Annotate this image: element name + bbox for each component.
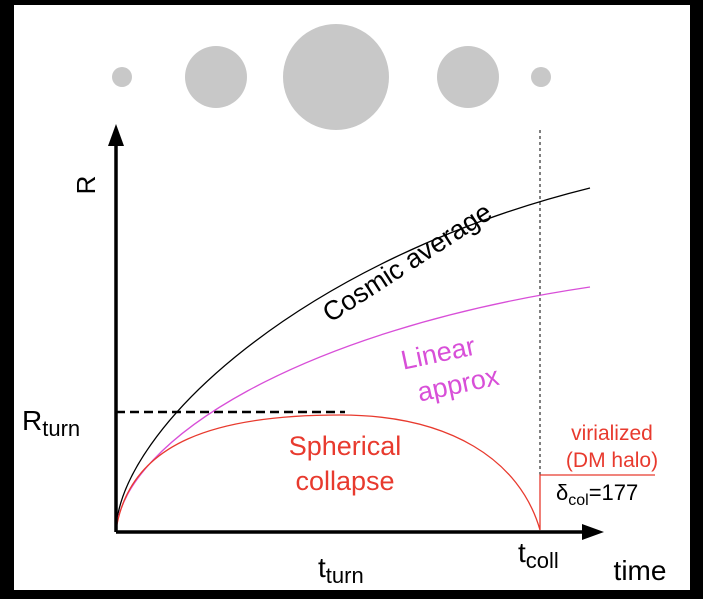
circle xyxy=(531,67,551,87)
label-sub: col xyxy=(568,492,588,509)
t-coll-label: tcoll xyxy=(518,537,559,573)
label-rest: =177 xyxy=(589,480,639,505)
r-turn-label: Rturn xyxy=(22,405,80,441)
circle xyxy=(185,46,247,108)
virialized-label: (DM halo) xyxy=(566,449,658,472)
t-turn-label: tturn xyxy=(318,552,364,588)
label-sub: turn xyxy=(326,563,364,588)
label-sub: turn xyxy=(42,416,80,441)
x-axis-label: time xyxy=(614,555,667,586)
x-arrow xyxy=(582,524,604,540)
cosmic-curve xyxy=(115,187,591,531)
y-arrow xyxy=(108,124,124,146)
label-main: R xyxy=(22,405,42,436)
y-axis-label: R xyxy=(71,176,101,195)
virialized-label: virialized xyxy=(571,422,653,445)
circle xyxy=(283,24,389,130)
density-circles xyxy=(112,24,551,130)
spherical-curve xyxy=(115,414,655,531)
circle xyxy=(112,67,132,87)
spherical-label: Spherical xyxy=(289,431,402,461)
circle xyxy=(437,46,499,108)
label-main: δ xyxy=(556,480,568,505)
linear-curve xyxy=(115,286,591,531)
label-main: t xyxy=(518,537,526,568)
delta-col-label: δcol=177 xyxy=(556,480,638,509)
label-main: t xyxy=(318,552,326,583)
label-sub: coll xyxy=(526,548,559,573)
spherical-label: collapse xyxy=(295,466,394,496)
